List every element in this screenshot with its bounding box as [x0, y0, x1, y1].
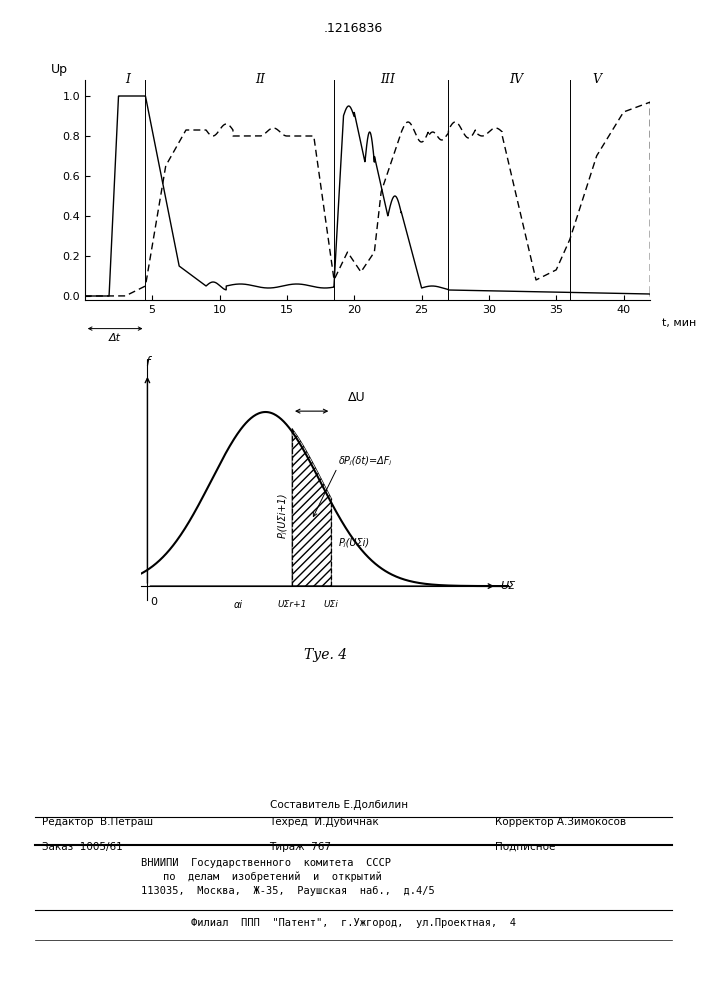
Text: Τуе. 3: Τуе. 3	[346, 366, 389, 380]
Text: αi: αi	[233, 600, 243, 610]
Text: f: f	[145, 356, 150, 369]
Text: ΔU: ΔU	[348, 391, 366, 404]
Text: 113035,  Москва,  Ж-35,  Раушская  наб.,  д.4/5: 113035, Москва, Ж-35, Раушская наб., д.4…	[141, 886, 435, 896]
Text: Τуе. 4: Τуе. 4	[304, 648, 346, 662]
Text: IV: IV	[509, 73, 522, 86]
Text: UΣ: UΣ	[500, 581, 515, 591]
Text: Pⱼ(UΣi+1): Pⱼ(UΣi+1)	[277, 492, 287, 538]
Text: 0: 0	[151, 597, 158, 607]
Text: III: III	[380, 73, 395, 86]
Text: Pⱼ(UΣi): Pⱼ(UΣi)	[339, 537, 370, 547]
Text: t, мин: t, мин	[662, 318, 696, 328]
Text: Филиал  ППП  "Патент",  г.Ужгород,  ул.Проектная,  4: Филиал ППП "Патент", г.Ужгород, ул.Проек…	[191, 918, 516, 928]
Text: δPⱼ(δt)=ΔFⱼ: δPⱼ(δt)=ΔFⱼ	[339, 456, 392, 466]
Text: V: V	[592, 73, 601, 86]
Text: Δt: Δt	[109, 333, 121, 343]
Text: Корректор А.Зимокосов: Корректор А.Зимокосов	[495, 817, 626, 827]
Text: II: II	[255, 73, 265, 86]
Text: Редактор  В.Петраш: Редактор В.Петраш	[42, 817, 153, 827]
Text: Техред  И.Дубичнак: Техред И.Дубичнак	[269, 817, 378, 827]
Text: .1216836: .1216836	[324, 22, 383, 35]
Text: Тираж  767: Тираж 767	[269, 842, 331, 852]
Text: Подписное: Подписное	[495, 842, 555, 852]
Text: ВНИИПИ  Государственного  комитета  СССР: ВНИИПИ Государственного комитета СССР	[141, 858, 392, 868]
Text: Составитель Е.Долбилин: Составитель Е.Долбилин	[270, 800, 409, 810]
Text: UΣi: UΣi	[324, 600, 339, 609]
Text: по  делам  изобретений  и  открытий: по делам изобретений и открытий	[163, 871, 381, 882]
Text: I: I	[125, 73, 130, 86]
Text: Заказ  1005/61: Заказ 1005/61	[42, 842, 123, 852]
Text: Uр: Uр	[51, 63, 68, 76]
Text: UΣr+1: UΣr+1	[277, 600, 307, 609]
